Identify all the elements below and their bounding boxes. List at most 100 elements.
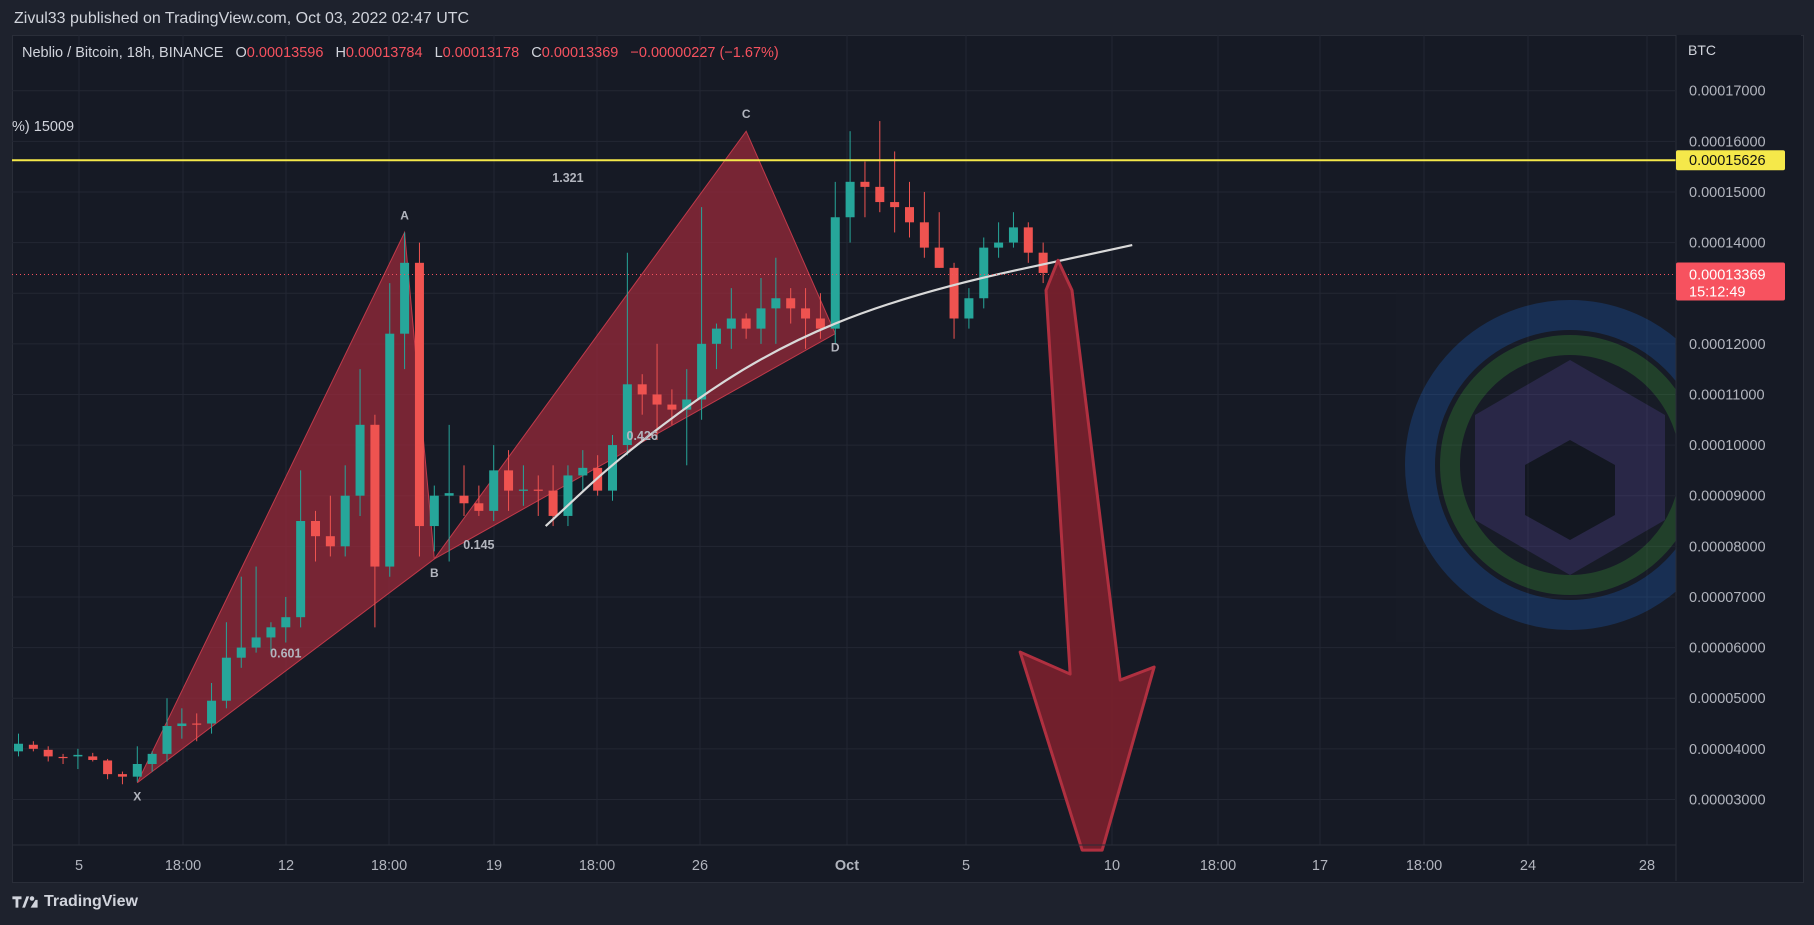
candle [355, 369, 365, 516]
last-price-label: 0.00013369 [1689, 268, 1766, 284]
candle-body [875, 186, 885, 203]
pattern-ratio-label: 0.426 [627, 429, 658, 443]
low-label: L [434, 45, 443, 61]
candle-body [1008, 227, 1018, 243]
candle [192, 713, 202, 742]
candle [444, 424, 454, 562]
candle [103, 758, 113, 780]
candle [266, 622, 276, 653]
candle-body [919, 222, 929, 248]
candle [177, 708, 187, 739]
candle-body [741, 318, 751, 329]
candle [518, 465, 528, 506]
candle [414, 242, 424, 557]
candle-body [622, 384, 632, 446]
price-tick-label: 0.00009000 [1689, 489, 1766, 505]
candle-body [905, 207, 914, 223]
candle [608, 434, 617, 501]
candle-body [325, 536, 335, 547]
harmonic-pattern[interactable] [136, 130, 836, 784]
time-tick-label: 18:00 [579, 858, 615, 874]
tradingview-brand[interactable]: TradingView [12, 893, 138, 911]
candle-body [934, 247, 944, 268]
candle [489, 445, 499, 521]
candle [474, 485, 484, 516]
level-price-tag [1676, 150, 1785, 171]
down-arrow-icon[interactable] [1018, 258, 1156, 852]
candle [875, 121, 885, 213]
candle [14, 733, 23, 757]
high-label: H [335, 45, 346, 61]
candle-body [340, 495, 350, 547]
candle-body [73, 754, 83, 757]
candle-body [370, 424, 380, 567]
candle [697, 207, 707, 420]
pattern-point-label: C [742, 107, 751, 121]
symbol-label[interactable]: Neblio / Bitcoin, 18h, BINANCE [22, 45, 224, 61]
candle-body [162, 726, 172, 754]
price-tick-label: 0.00011000 [1689, 387, 1765, 403]
pattern-point-label: A [400, 208, 409, 222]
candle [726, 288, 736, 349]
candle-body [192, 723, 202, 725]
candle-body [711, 328, 721, 344]
price-tick-label: 0.00017000 [1689, 84, 1766, 100]
time-tick-label: 18:00 [1406, 858, 1442, 874]
close-label: C [531, 45, 542, 61]
arc-curve[interactable] [544, 244, 1133, 527]
candle-body [608, 445, 617, 491]
candle-body [637, 384, 647, 395]
price-axis[interactable]: 0.00003000 0.00004000 0.00005000 0.00006000… [1675, 35, 1801, 881]
candle [132, 746, 142, 782]
candle [964, 288, 974, 329]
time-tick-label: Oct [835, 858, 859, 874]
candle-body [756, 308, 766, 329]
candle-body [786, 298, 796, 309]
high-value: 0.00013784 [345, 45, 423, 61]
pattern-ratio-label: 0.145 [463, 538, 494, 552]
candle [652, 343, 662, 440]
candle [162, 698, 172, 762]
candle-body [28, 744, 38, 749]
candle-body [400, 262, 410, 334]
candle [994, 222, 1004, 258]
time-axis[interactable]: 5 18:00 12 18:00 19 18:00 26 Oct 5 10 18:00 17 18:00… [12, 844, 1676, 874]
candle-body [979, 247, 989, 299]
time-tick-label: 18:00 [1200, 858, 1236, 874]
candle [637, 374, 647, 415]
candle [504, 450, 514, 511]
candle-body [667, 404, 677, 410]
candle-body [489, 470, 499, 511]
candle [934, 212, 944, 268]
price-tick-label: 0.00007000 [1689, 590, 1766, 606]
low-value: 0.00013178 [442, 45, 520, 61]
candle [682, 369, 692, 466]
candle-body [88, 756, 98, 760]
candle [711, 323, 721, 370]
candle-body [578, 467, 588, 476]
candle-body [414, 262, 424, 527]
candle [281, 596, 291, 643]
candle-body [830, 217, 840, 329]
time-tick-label: 17 [1312, 858, 1328, 874]
candle-body [221, 657, 231, 701]
candle [385, 283, 395, 577]
brand-label: TradingView [44, 893, 138, 910]
pattern-point-label: D [831, 341, 840, 355]
candle [771, 257, 781, 344]
candle-body [207, 700, 217, 724]
candle-body [251, 637, 261, 648]
candle [88, 752, 98, 762]
open-value: 0.00013596 [246, 45, 324, 61]
candle [58, 753, 68, 764]
price-tick-label: 0.00003000 [1689, 792, 1766, 808]
candle [236, 576, 246, 668]
candle-body [14, 743, 23, 752]
candle-body [132, 764, 142, 777]
time-tick-label: 19 [486, 858, 502, 874]
candle-body [533, 489, 543, 491]
time-tick-label: 28 [1639, 858, 1655, 874]
candle [905, 181, 914, 238]
candle-body [147, 753, 157, 764]
